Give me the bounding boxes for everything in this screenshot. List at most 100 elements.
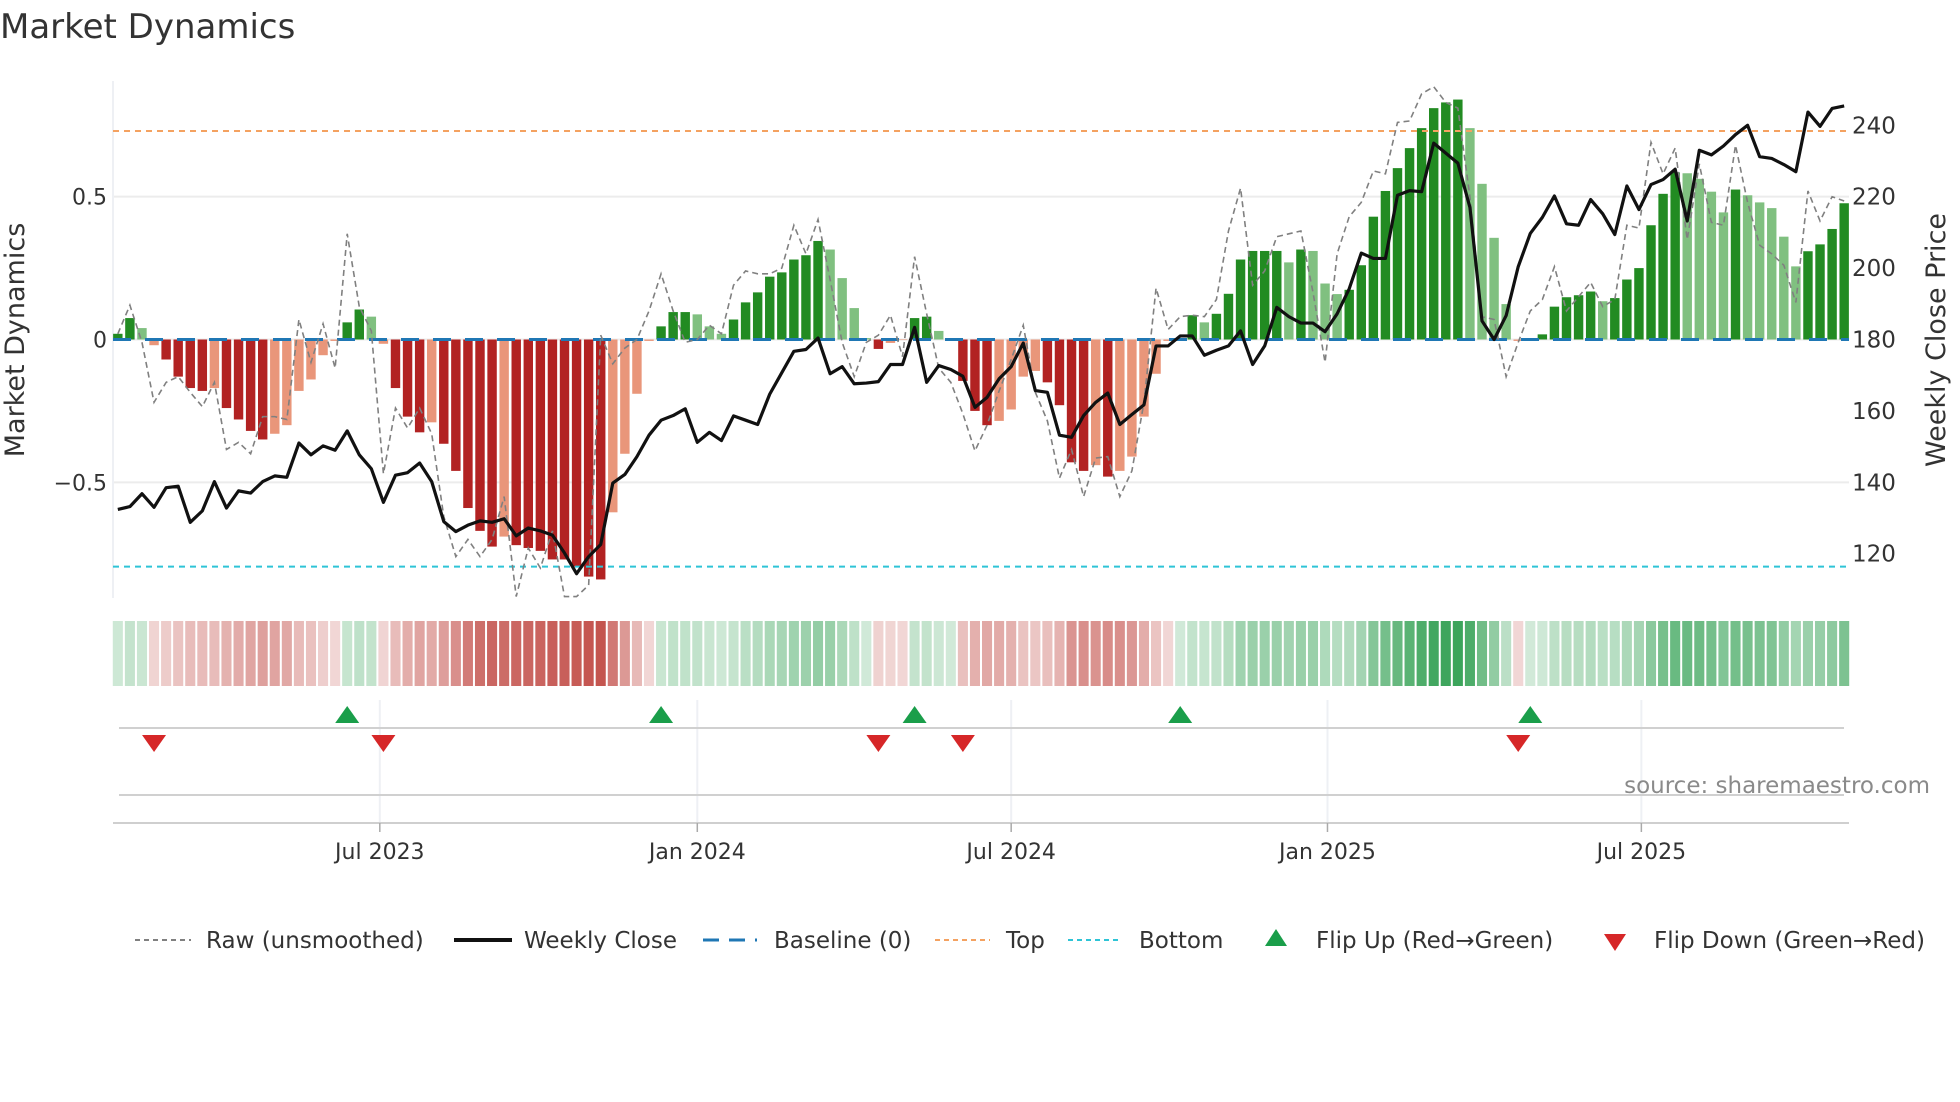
dynamics-bar: [1344, 289, 1354, 340]
heat-strip-cell: [269, 621, 280, 686]
y-tick-label: 0.5: [72, 186, 107, 211]
dynamics-bar: [632, 339, 642, 394]
dynamics-bar: [885, 339, 896, 343]
heat-strip-cell: [414, 621, 425, 686]
dynamics-bar: [161, 339, 171, 360]
dynamics-bar: [849, 308, 859, 340]
y2-tick-label: 120: [1852, 542, 1896, 568]
heat-strip-cell: [668, 621, 679, 686]
dynamics-bar: [571, 339, 582, 567]
y2-tick-label: 140: [1852, 470, 1896, 496]
dynamics-bar: [1767, 208, 1777, 340]
heat-strip-cell: [825, 621, 836, 686]
heat-strip-cell: [511, 621, 522, 686]
heat-strip-cell: [318, 621, 329, 686]
heat-strip-cell: [233, 621, 244, 686]
heat-strip-cell: [800, 621, 811, 686]
heat-strip-cell: [1006, 621, 1017, 686]
dynamics-bar: [523, 339, 533, 549]
heat-strip-cell: [1814, 621, 1826, 686]
heat-strip-cell: [1320, 621, 1331, 686]
dynamics-bar: [608, 339, 618, 513]
dynamics-bar: [716, 333, 727, 340]
heat-strip-cell: [330, 621, 341, 686]
flip-down-marker: [866, 735, 891, 752]
x-axis: Jul 2023 Jan 2024 Jul 2024 Jan 2025 Jul 2025: [113, 822, 1849, 865]
heat-strip-cell: [571, 621, 582, 686]
dynamics-bar: [1416, 128, 1427, 340]
dynamics-bar: [1332, 294, 1342, 340]
dynamics-bar: [463, 339, 473, 509]
dynamics-bar: [125, 318, 135, 340]
heat-strip-cell: [1247, 621, 1258, 686]
dynamics-bar: [1803, 251, 1813, 340]
heat-strip-cell: [1271, 621, 1282, 686]
dynamics-bar: [306, 339, 316, 380]
heat-strip-cell: [1670, 621, 1681, 686]
heat-strip-cell: [788, 621, 799, 686]
heat-strip-cell: [1718, 621, 1729, 686]
dynamics-bar: [354, 309, 364, 340]
y-axis-label: Market Dynamics: [0, 223, 31, 458]
dynamics-bar: [1272, 250, 1282, 340]
heat-strip-cell: [535, 621, 546, 686]
legend-flip-down-label: Flip Down (Green→Red): [1654, 928, 1925, 954]
dynamics-bar: [439, 339, 449, 444]
dynamics-bar: [1453, 99, 1463, 340]
heat-strip-cell: [209, 621, 220, 686]
dynamics-bar: [1718, 212, 1729, 340]
y-tick-label: 0: [93, 329, 107, 354]
source-credit: source: sharemaestro.com: [1624, 773, 1930, 799]
heat-strip-cell: [583, 621, 594, 686]
heat-strip-cell: [474, 621, 486, 686]
heat-strip-cell: [1054, 621, 1065, 686]
heat-strip-cell: [1501, 621, 1512, 686]
flip-down-marker: [371, 735, 396, 752]
heat-strip-cell: [1621, 621, 1632, 686]
dynamics-bar: [137, 328, 147, 340]
heat-strip-cell: [752, 621, 763, 686]
dynamics-bar: [1742, 195, 1753, 340]
dynamics-bar: [1392, 168, 1403, 340]
heat-strip-cell: [1464, 621, 1475, 686]
y-axis-left: 0.5 0 −0.5: [54, 186, 107, 497]
dynamics-bar: [1573, 295, 1584, 340]
flip-down-marker: [950, 735, 975, 752]
heat-strip-cell: [619, 621, 630, 686]
dynamics-bar: [535, 339, 546, 551]
dynamics-bar: [656, 326, 666, 340]
dynamics-bar: [1465, 128, 1475, 340]
heat-strip-cell: [982, 621, 993, 686]
heat-strip-cell: [933, 621, 944, 686]
dynamics-bar: [1235, 259, 1246, 340]
dynamics-bar: [837, 278, 847, 340]
x-tick-label: Jul 2023: [333, 840, 425, 865]
dynamics-bar: [765, 276, 775, 340]
heat-strip-cell: [1839, 621, 1850, 686]
heat-strip-cell: [897, 621, 908, 686]
flip-up-marker: [1518, 706, 1543, 723]
heat-strip-cell: [438, 621, 449, 686]
dynamics-bar: [1030, 339, 1041, 371]
dynamics-bar: [1501, 304, 1511, 340]
dynamics-bar: [149, 339, 159, 346]
dynamics-bar: [197, 339, 208, 391]
heat-strip-cell: [1030, 621, 1041, 686]
heat-strip-cell: [281, 621, 292, 686]
dynamics-bar: [282, 339, 292, 426]
heat-strip-cell: [595, 621, 606, 686]
dynamics-bar: [801, 255, 811, 340]
flip-markers-panel: [119, 700, 1844, 823]
heat-strip-cell: [969, 621, 980, 686]
heat-strip-cell: [1163, 621, 1174, 686]
heat-strip-cell: [1682, 621, 1693, 686]
dynamics-bar: [1441, 102, 1451, 340]
heat-strip-cell: [1235, 621, 1246, 686]
heat-strip-cell: [1754, 621, 1765, 686]
dynamics-bar: [487, 339, 497, 547]
heat-strip-cell: [487, 621, 498, 686]
heat-strip-cell: [559, 621, 570, 686]
heat-strip-cell: [1802, 621, 1813, 686]
dynamics-bar: [499, 339, 509, 537]
flip-up-marker: [649, 706, 674, 723]
